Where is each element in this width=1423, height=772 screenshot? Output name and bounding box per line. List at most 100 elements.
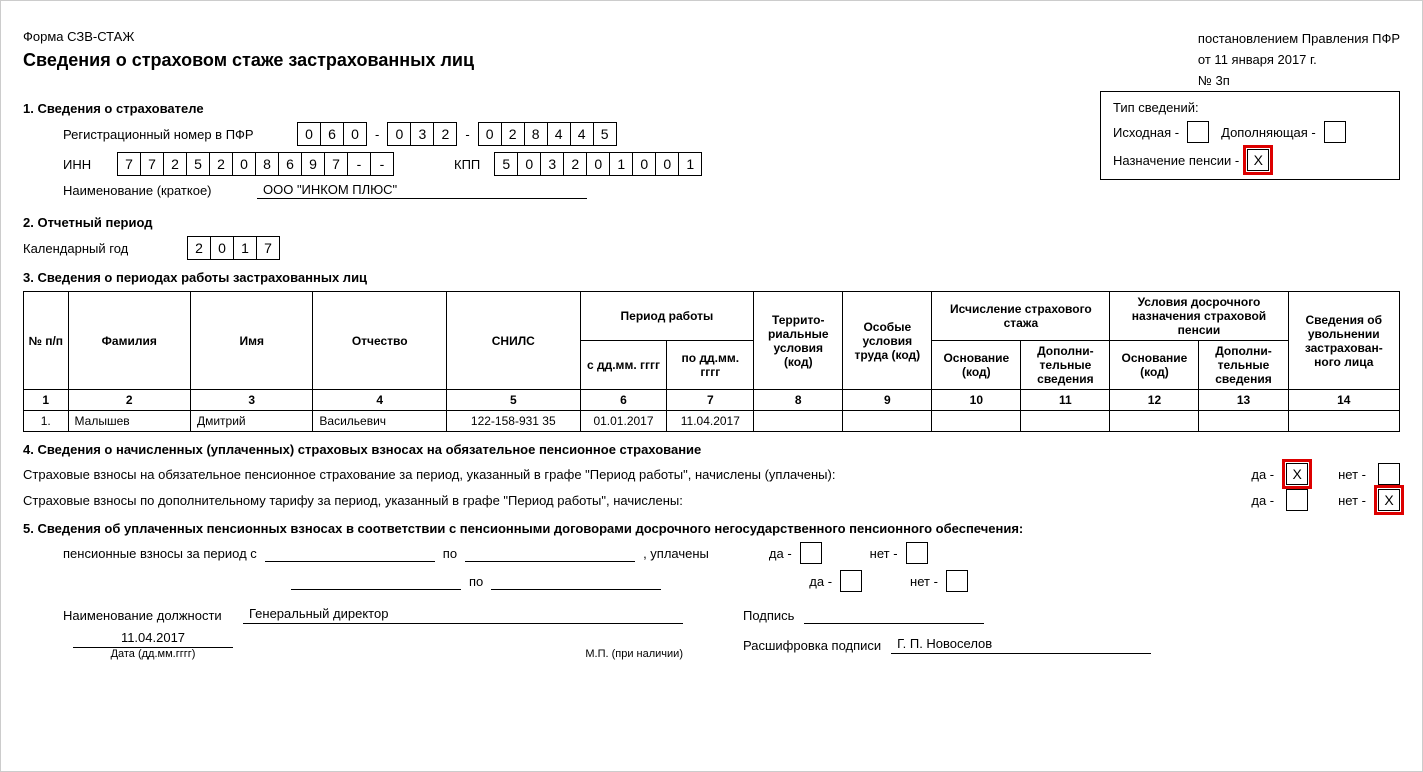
signature-row-2: 11.04.2017 Дата (дд.мм.гггг) М.П. (при н… xyxy=(63,630,1400,660)
char-cell[interactable]: 8 xyxy=(255,152,279,176)
col-number: 6 xyxy=(580,390,667,411)
checkbox-initial[interactable] xyxy=(1187,121,1209,143)
char-cell[interactable]: 0 xyxy=(387,122,411,146)
info-type-row-2: Назначение пенсии - X xyxy=(1113,149,1387,171)
char-cell[interactable]: 6 xyxy=(278,152,302,176)
cell-n: 1. xyxy=(24,411,69,432)
char-cell[interactable]: 7 xyxy=(256,236,280,260)
char-cell[interactable]: 1 xyxy=(678,152,702,176)
char-cell[interactable]: 0 xyxy=(343,122,367,146)
date-value[interactable]: 11.04.2017 xyxy=(73,630,233,648)
checkbox-pension-assignment[interactable]: X xyxy=(1247,149,1269,171)
col-number: 11 xyxy=(1021,390,1110,411)
char-cell[interactable]: 4 xyxy=(547,122,571,146)
char-cell[interactable]: 7 xyxy=(140,152,164,176)
period-from-1[interactable] xyxy=(265,544,435,562)
char-cell[interactable]: 3 xyxy=(410,122,434,146)
reg-p2-cells: 032 xyxy=(387,122,457,146)
char-cell[interactable]: 1 xyxy=(233,236,257,260)
signature-decode-value[interactable]: Г. П. Новоселов xyxy=(891,636,1151,654)
cell-c12 xyxy=(1110,411,1199,432)
th-dismiss: Сведения об увольнении застрахован-ного … xyxy=(1288,292,1399,390)
signature-field[interactable] xyxy=(804,606,984,624)
cell-to: 11.04.2017 xyxy=(667,411,754,432)
cell-snils: 122-158-931 35 xyxy=(447,411,581,432)
form-title: Сведения о страховом стаже застрахованны… xyxy=(23,50,474,71)
position-value[interactable]: Генеральный директор xyxy=(243,606,683,624)
th-addl2: Дополни-тельные сведения xyxy=(1199,341,1288,390)
th-from: с дд.мм. гггг xyxy=(580,341,667,390)
col-number: 5 xyxy=(447,390,581,411)
cell-c13 xyxy=(1199,411,1288,432)
char-cell[interactable]: 7 xyxy=(324,152,348,176)
col-number: 4 xyxy=(313,390,447,411)
checkbox-contrib2-yes[interactable] xyxy=(1286,489,1308,511)
po-label: по xyxy=(443,546,457,561)
po-label: по xyxy=(469,574,483,589)
char-cell[interactable]: 0 xyxy=(478,122,502,146)
form-page: Форма СЗВ-СТАЖ Сведения о страховом стаж… xyxy=(0,0,1423,772)
char-cell[interactable]: 9 xyxy=(301,152,325,176)
th-special: Особые условия труда (код) xyxy=(843,292,932,390)
period-to-1[interactable] xyxy=(465,544,635,562)
checkbox-paid1-no[interactable] xyxy=(906,542,928,564)
checkbox-contrib2-no[interactable]: X xyxy=(1378,489,1400,511)
char-cell[interactable]: 3 xyxy=(540,152,564,176)
char-cell[interactable]: 2 xyxy=(563,152,587,176)
col-number: 10 xyxy=(932,390,1021,411)
char-cell[interactable]: 2 xyxy=(187,236,211,260)
report-year-row: Календарный год 2017 xyxy=(23,236,1400,260)
period-from-2[interactable] xyxy=(291,572,461,590)
char-cell[interactable]: 0 xyxy=(210,236,234,260)
column-number-row: 1234567891011121314 xyxy=(24,390,1400,411)
col-number: 3 xyxy=(190,390,312,411)
char-cell[interactable]: 1 xyxy=(609,152,633,176)
checkbox-contrib1-yes[interactable]: X xyxy=(1286,463,1308,485)
char-cell[interactable]: 5 xyxy=(494,152,518,176)
char-cell[interactable]: 5 xyxy=(593,122,617,146)
contrib-line-2: Страховые взносы по дополнительному тари… xyxy=(23,489,1400,511)
th-period-group: Период работы xyxy=(580,292,754,341)
cell-otch: Васильевич xyxy=(313,411,447,432)
th-early-group: Условия досрочного назначения страховой … xyxy=(1110,292,1288,341)
paid-label: , уплачены xyxy=(643,546,709,561)
org-name-value[interactable]: ООО "ИНКОМ ПЛЮС" xyxy=(257,182,587,199)
th-fam: Фамилия xyxy=(68,292,190,390)
pension-period-row-1: пенсионные взносы за период с по , уплач… xyxy=(63,542,1400,564)
char-cell[interactable]: 4 xyxy=(570,122,594,146)
reg-p1-cells: 060 xyxy=(297,122,367,146)
checkbox-paid2-no[interactable] xyxy=(946,570,968,592)
checkbox-contrib1-no[interactable] xyxy=(1378,463,1400,485)
pension-period-row-2: по да - нет - xyxy=(63,570,1400,592)
char-cell[interactable]: 5 xyxy=(186,152,210,176)
char-cell[interactable]: 0 xyxy=(655,152,679,176)
char-cell[interactable]: 6 xyxy=(320,122,344,146)
char-cell[interactable]: 7 xyxy=(117,152,141,176)
char-cell[interactable]: 0 xyxy=(632,152,656,176)
cell-c11 xyxy=(1021,411,1110,432)
char-cell[interactable]: 0 xyxy=(517,152,541,176)
col-number: 1 xyxy=(24,390,69,411)
checkbox-paid1-yes[interactable] xyxy=(800,542,822,564)
info-opt2-label: Дополняющая - xyxy=(1221,125,1316,140)
col-number: 12 xyxy=(1110,390,1199,411)
checkbox-paid2-yes[interactable] xyxy=(840,570,862,592)
col-number: 8 xyxy=(754,390,843,411)
signature-row-1: Наименование должности Генеральный дирек… xyxy=(63,606,1400,624)
char-cell[interactable]: 2 xyxy=(433,122,457,146)
char-cell[interactable]: 2 xyxy=(163,152,187,176)
checkbox-supplementary[interactable] xyxy=(1324,121,1346,143)
char-cell[interactable]: 0 xyxy=(297,122,321,146)
table-body: 1.МалышевДмитрийВасильевич122-158-931 35… xyxy=(24,411,1400,432)
th-num: № п/п xyxy=(24,292,69,390)
char-cell[interactable]: - xyxy=(347,152,371,176)
contrib-text-2: Страховые взносы по дополнительному тари… xyxy=(23,493,1203,508)
char-cell[interactable]: 2 xyxy=(501,122,525,146)
char-cell[interactable]: 0 xyxy=(232,152,256,176)
period-to-2[interactable] xyxy=(491,572,661,590)
th-terr: Террито-риальные условия (код) xyxy=(754,292,843,390)
char-cell[interactable]: 0 xyxy=(586,152,610,176)
char-cell[interactable]: - xyxy=(370,152,394,176)
char-cell[interactable]: 2 xyxy=(209,152,233,176)
char-cell[interactable]: 8 xyxy=(524,122,548,146)
